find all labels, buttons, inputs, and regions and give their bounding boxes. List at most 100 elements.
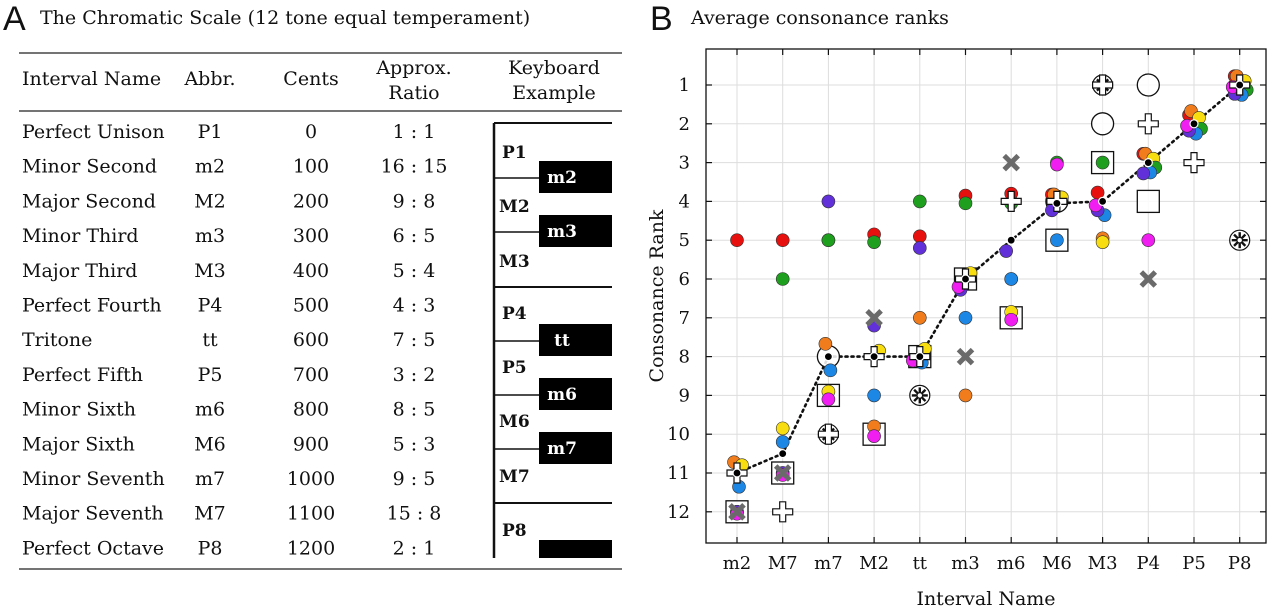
table-row: Minor Third m3 300 6 : 5 xyxy=(22,225,435,247)
cell-ratio: 5 : 4 xyxy=(393,260,436,282)
red-marker xyxy=(730,233,744,247)
magenta-marker xyxy=(1004,312,1019,327)
white-key-label-p8: P8 xyxy=(502,521,527,541)
keyboard-example: P1 M2 M3 P4 P5 M6 M7 P8 m2 m3 tt m6 m7 xyxy=(492,122,612,558)
y-tick-label: 10 xyxy=(667,424,690,445)
black-key-p8-partial xyxy=(539,540,612,558)
orange-marker xyxy=(818,337,833,351)
cell-cents: 300 xyxy=(293,225,329,247)
blue-marker xyxy=(867,388,881,403)
table-row: Perfect Octave P8 1200 2 : 1 xyxy=(22,537,435,559)
magenta-marker xyxy=(867,429,881,443)
orange-marker xyxy=(912,310,927,325)
cell-name: Minor Second xyxy=(22,156,157,178)
purple-marker xyxy=(821,194,836,209)
cell-abbr: M7 xyxy=(194,503,226,525)
magenta-marker xyxy=(821,392,836,407)
x-cross-marker xyxy=(1139,270,1158,288)
x-cross-marker xyxy=(865,309,883,327)
x-tick-label: P5 xyxy=(1182,553,1206,574)
magenta-marker xyxy=(1141,233,1156,247)
panel-a-letter: A xyxy=(3,0,26,38)
cell-cents: 200 xyxy=(293,190,329,212)
white-key-label-m7-major: M7 xyxy=(499,467,530,487)
table-row: Perfect Fifth P5 700 3 : 2 xyxy=(22,364,435,386)
x-cross-marker xyxy=(956,347,975,366)
x-cross-marker xyxy=(773,464,792,482)
x-tick-label: P4 xyxy=(1137,553,1161,574)
average-rank-point xyxy=(1006,235,1016,245)
black-key-label-m7: m7 xyxy=(547,439,577,459)
x-tick-label: M7 xyxy=(768,553,798,574)
average-rank-point xyxy=(960,274,971,284)
cell-name: Perfect Octave xyxy=(22,537,164,559)
average-rank-point xyxy=(869,352,879,362)
plus-marker xyxy=(1000,190,1022,212)
average-rank-point xyxy=(1189,119,1199,129)
x-cross-marker xyxy=(728,503,746,521)
table-row: Minor Sixth m6 800 8 : 5 xyxy=(22,399,435,421)
header-ratio-line2: Ratio xyxy=(388,82,439,104)
yellow-marker xyxy=(775,421,790,436)
asterisk-marker xyxy=(909,384,931,406)
black-key-label-m6: m6 xyxy=(547,385,577,405)
open-square-marker xyxy=(1136,189,1160,214)
table-row: Major Seventh M7 1100 15 : 8 xyxy=(22,503,441,525)
x-tick-label: M3 xyxy=(1088,553,1118,574)
panel-b-letter: B xyxy=(650,0,673,38)
y-tick-label: 3 xyxy=(679,153,690,174)
y-tick-label: 2 xyxy=(679,114,690,135)
cell-ratio: 4 : 3 xyxy=(393,295,436,317)
average-rank-point xyxy=(1052,198,1062,208)
purple-marker xyxy=(999,244,1014,258)
cell-cents: 600 xyxy=(293,329,329,351)
cell-ratio: 1 : 1 xyxy=(393,121,436,143)
cell-name: Perfect Unison xyxy=(22,121,165,143)
x-tick-label: M2 xyxy=(859,553,889,574)
purple-marker xyxy=(1136,166,1151,181)
cell-cents: 700 xyxy=(293,364,329,386)
cell-abbr: tt xyxy=(202,329,218,351)
y-tick-label: 6 xyxy=(679,269,690,290)
header-cents: Cents xyxy=(283,68,338,90)
white-key-label-m3-major: M3 xyxy=(499,252,530,272)
y-tick-label: 5 xyxy=(679,230,690,251)
white-key-label-p5: P5 xyxy=(502,358,527,378)
x-tick-label: m6 xyxy=(997,553,1026,574)
y-tick-label: 4 xyxy=(679,191,690,212)
cell-name: Minor Seventh xyxy=(22,468,165,490)
cell-name: Minor Third xyxy=(22,225,139,247)
average-rank-point xyxy=(1097,196,1108,206)
white-key-label-m6-major: M6 xyxy=(499,412,530,432)
magenta-marker xyxy=(1050,157,1064,172)
marker-layer xyxy=(725,69,1254,524)
y-tick-label: 9 xyxy=(679,385,690,406)
panel-b-title: Average consonance ranks xyxy=(691,7,949,29)
y-axis-label: Consonance Rank xyxy=(646,209,668,382)
cell-name: Perfect Fourth xyxy=(22,295,162,317)
cell-abbr: P1 xyxy=(198,121,223,143)
cell-ratio: 3 : 2 xyxy=(393,364,436,386)
x-tick-label: m3 xyxy=(951,553,980,574)
cell-cents: 1100 xyxy=(287,503,335,525)
red-marker xyxy=(912,229,927,244)
cell-name: Perfect Fifth xyxy=(22,364,143,386)
cell-abbr: M2 xyxy=(194,190,226,212)
cell-cents: 500 xyxy=(293,295,329,317)
white-key-label-p1: P1 xyxy=(502,143,527,163)
cell-cents: 400 xyxy=(293,260,329,282)
average-rank-point xyxy=(915,352,925,362)
table-row: Major Third M3 400 5 : 4 xyxy=(22,260,435,282)
table-row: Major Sixth M6 900 5 : 3 xyxy=(22,433,435,455)
cell-abbr: m2 xyxy=(195,156,225,178)
y-tick-label: 1 xyxy=(679,75,690,96)
cell-ratio: 8 : 5 xyxy=(393,399,436,421)
cell-name: Minor Sixth xyxy=(22,399,136,421)
interval-table: Interval Name Abbr. Cents Approx. Ratio … xyxy=(19,52,622,570)
cell-name: Major Seventh xyxy=(22,503,164,525)
average-rank-point xyxy=(732,468,742,478)
x-tick-label: m7 xyxy=(814,553,843,574)
y-tick-label: 12 xyxy=(667,502,690,523)
chart-grid xyxy=(706,49,1266,543)
